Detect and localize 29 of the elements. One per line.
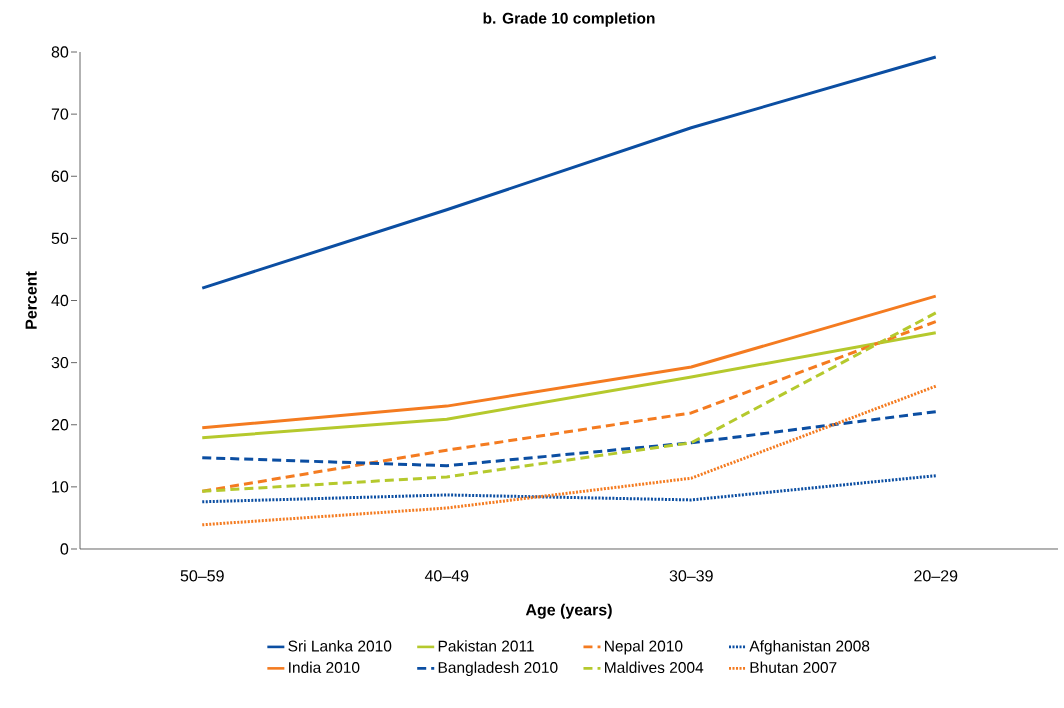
line-series — [200, 55, 938, 290]
y-tick-label: 50 — [51, 232, 69, 245]
x-tick-label: 50–59 — [180, 570, 224, 582]
x-axis-title: Age (years) — [525, 603, 612, 619]
y-tick-label: 80 — [51, 46, 69, 58]
y-tick-label: 30 — [51, 356, 69, 369]
legend-label: Bhutan 2007 — [750, 661, 837, 674]
y-tick-label: 40 — [51, 294, 69, 307]
x-tick-label: 30–39 — [669, 570, 713, 582]
line-series — [200, 410, 938, 468]
line-series — [200, 474, 938, 504]
x-tick-label: 40–49 — [424, 570, 469, 582]
chart-title: b. Grade 10 completion — [483, 12, 655, 27]
legend-label: India 2010 — [289, 661, 360, 674]
y-tick-label: 0 — [60, 543, 69, 555]
y-tick-label: 10 — [52, 481, 69, 493]
legend-label: Nepal 2010 — [605, 640, 683, 655]
y-tick-label: 20 — [51, 419, 69, 431]
y-tick-label: 60 — [51, 170, 69, 182]
legend-label: Bangladesh 2010 — [438, 661, 558, 677]
legend-label: Maldives 2004 — [605, 661, 704, 674]
line-series — [200, 384, 938, 527]
y-axis-title: Percent — [25, 271, 37, 329]
legend-label: Afghanistan 2008 — [749, 640, 870, 655]
x-tick-label: 20–29 — [914, 570, 958, 582]
legend-label: Pakistan 2011 — [438, 640, 534, 652]
y-tick-label: 70 — [51, 108, 69, 120]
line-series — [200, 294, 938, 430]
legend-label: Sri Lanka 2010 — [288, 640, 392, 652]
